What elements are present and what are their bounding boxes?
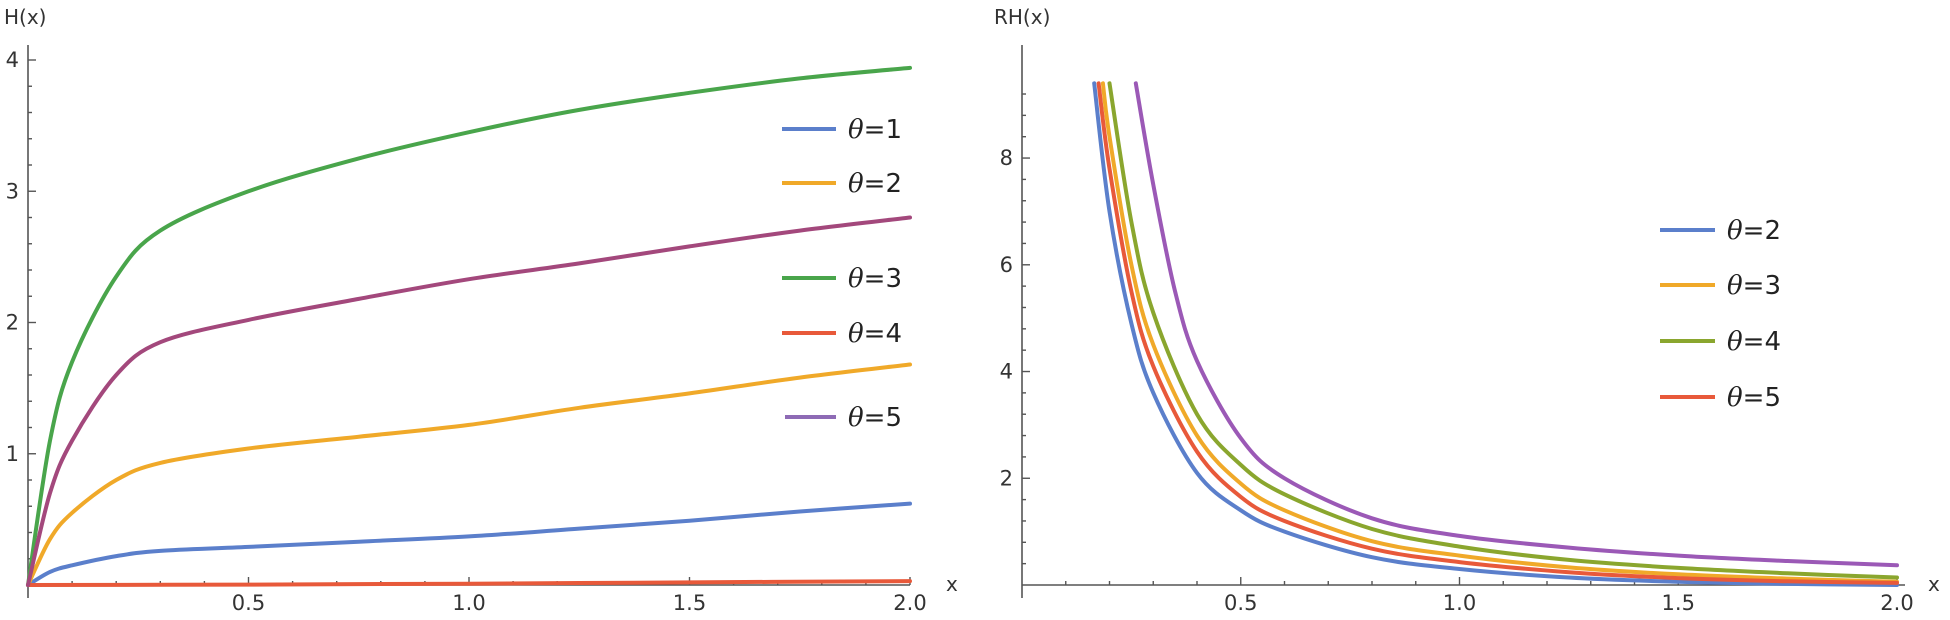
right-x-axis-label: x bbox=[1928, 572, 1940, 596]
series-line-theta-5 bbox=[1096, 81, 1899, 585]
y-tick-label: 2 bbox=[6, 311, 19, 335]
right-legend: θ=2 θ=3 θ=4 θ=5 bbox=[1660, 216, 1781, 413]
right-x-ticks: 0.5 1.0 1.5 2.0 bbox=[1065, 577, 1914, 615]
left-series bbox=[26, 65, 912, 587]
legend-item-theta-5: θ=5 bbox=[785, 403, 902, 433]
left-y-ticks: 1 2 3 4 bbox=[6, 48, 36, 560]
y-tick-label: 4 bbox=[6, 48, 19, 72]
series-line-theta-2 bbox=[26, 362, 912, 587]
series-line-theta-4 bbox=[26, 579, 912, 587]
left-legend: θ=1 θ=2 θ=3 θ=4 θ=5 bbox=[782, 115, 902, 433]
left-y-axis-label: H(x) bbox=[4, 5, 46, 29]
series-line-theta-3 bbox=[1100, 81, 1899, 584]
legend-label-theta-1: θ=1 bbox=[848, 115, 902, 145]
legend-item-theta-5: θ=5 bbox=[1660, 383, 1781, 413]
legend-item-theta-2: θ=2 bbox=[782, 169, 902, 199]
y-tick-label: 4 bbox=[1000, 360, 1013, 384]
x-tick-label: 2.0 bbox=[893, 591, 926, 615]
y-tick-label: 6 bbox=[1000, 253, 1013, 277]
left-chart: H(x) x 0.5 1.0 1.5 2.0 1 2 3 4 θ=1 θ=2 θ=3 θ=4 bbox=[4, 5, 958, 615]
x-tick-label: 1.5 bbox=[1662, 591, 1695, 615]
series-line-theta-3 bbox=[26, 65, 912, 587]
x-tick-label: 1.0 bbox=[452, 591, 485, 615]
legend-label-theta-3: θ=3 bbox=[848, 264, 902, 294]
legend-item-theta-4: θ=4 bbox=[782, 319, 902, 349]
legend-item-theta-3: θ=3 bbox=[1660, 271, 1781, 301]
series-line-theta-1 bbox=[26, 501, 912, 587]
y-tick-label: 8 bbox=[1000, 146, 1013, 170]
legend-label-theta-5: θ=5 bbox=[848, 403, 902, 433]
x-tick-label: 1.5 bbox=[673, 591, 706, 615]
legend-label-theta-3: θ=3 bbox=[1727, 271, 1781, 301]
legend-label-theta-4: θ=4 bbox=[1727, 327, 1781, 357]
legend-item-theta-4: θ=4 bbox=[1660, 327, 1781, 357]
legend-label-theta-4: θ=4 bbox=[848, 319, 902, 349]
y-tick-label: 3 bbox=[6, 179, 19, 203]
legend-item-theta-2: θ=2 bbox=[1660, 216, 1781, 246]
y-tick-label: 1 bbox=[6, 442, 19, 466]
x-tick-label: 0.5 bbox=[232, 591, 265, 615]
x-tick-label: 1.0 bbox=[1443, 591, 1476, 615]
left-x-axis-label: x bbox=[946, 572, 958, 596]
series-line-extra-4 bbox=[1133, 81, 1899, 568]
legend-label-theta-5: θ=5 bbox=[1727, 383, 1781, 413]
right-chart: RH(x) x 0.5 1.0 1.5 2.0 2 4 6 8 θ=2 θ=3 θ=4 θ=… bbox=[994, 5, 1940, 615]
right-y-axis-label: RH(x) bbox=[994, 5, 1050, 29]
legend-item-theta-3: θ=3 bbox=[782, 264, 902, 294]
x-tick-label: 2.0 bbox=[1880, 591, 1913, 615]
right-series bbox=[1092, 81, 1899, 587]
legend-label-theta-2: θ=2 bbox=[848, 169, 902, 199]
y-tick-label: 2 bbox=[1000, 466, 1013, 490]
series-line-theta-5 bbox=[26, 215, 912, 587]
legend-item-theta-1: θ=1 bbox=[782, 115, 902, 145]
x-tick-label: 0.5 bbox=[1224, 591, 1257, 615]
series-line-theta-2 bbox=[1092, 81, 1899, 587]
right-y-ticks: 2 4 6 8 bbox=[1000, 93, 1030, 565]
legend-label-theta-2: θ=2 bbox=[1727, 216, 1781, 246]
series-line-theta-4 bbox=[1107, 81, 1899, 580]
